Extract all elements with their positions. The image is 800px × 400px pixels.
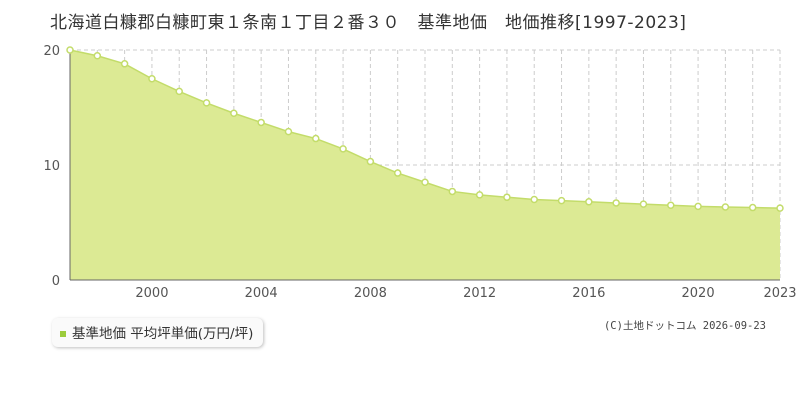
data-point <box>257 118 265 127</box>
data-point <box>175 87 183 96</box>
data-point <box>366 157 375 166</box>
copyright-credit: (C)土地ドットコム 2026-09-23 <box>603 320 766 332</box>
data-point <box>748 203 757 212</box>
data-point <box>120 60 129 68</box>
data-point <box>776 204 784 212</box>
axes <box>69 48 780 281</box>
data-point <box>612 199 620 207</box>
data-point <box>421 178 429 186</box>
data-point <box>448 187 457 196</box>
tick-labels: 2000 2004 2008 2012 2016 2020 2023 0 10 20 <box>43 44 796 301</box>
data-point <box>393 169 402 177</box>
data-point <box>667 201 675 209</box>
area-fill <box>70 50 780 280</box>
x-tick-label: 2012 <box>463 286 496 301</box>
y-tick-label: 0 <box>52 274 60 289</box>
data-point <box>503 193 511 201</box>
data-markers <box>66 46 784 212</box>
x-tick-label: 2020 <box>682 286 715 301</box>
data-point <box>66 46 74 54</box>
x-tick-label: 2023 <box>763 286 796 301</box>
data-point <box>475 191 484 199</box>
x-tick-label: 2016 <box>572 286 605 301</box>
y-tick-label: 20 <box>43 44 60 59</box>
x-tick-label: 2004 <box>245 286 278 301</box>
data-point <box>721 203 730 211</box>
data-point <box>202 99 211 107</box>
chart-legend: 基準地価 平均坪単価(万円/坪) <box>52 318 264 347</box>
legend-swatch <box>60 331 66 337</box>
data-point <box>93 52 102 60</box>
data-point <box>312 134 320 143</box>
y-tick-label: 10 <box>43 159 60 174</box>
data-point <box>530 195 538 204</box>
x-tick-label: 2008 <box>354 286 387 301</box>
data-point <box>148 75 156 83</box>
data-point <box>284 127 293 136</box>
data-point <box>339 145 347 153</box>
x-tick-label: 2000 <box>135 286 168 301</box>
data-point <box>694 202 702 211</box>
data-point <box>585 198 593 206</box>
data-point <box>639 200 648 208</box>
chart-title: 北海道白糠郡白糠町東１条南１丁目２番３０ 基準地価 地価推移[1997-2023… <box>50 13 687 33</box>
data-point <box>230 109 238 117</box>
legend-label: 基準地価 平均坪単価(万円/坪) <box>72 326 254 342</box>
data-point <box>557 196 566 205</box>
